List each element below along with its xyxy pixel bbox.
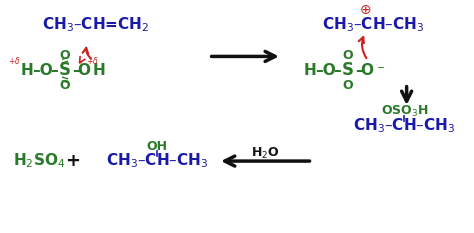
Text: –: – bbox=[72, 63, 80, 78]
Text: –: – bbox=[333, 63, 341, 78]
Text: H$_2$O: H$_2$O bbox=[251, 146, 280, 161]
Text: CH$_3$–CH–CH$_3$: CH$_3$–CH–CH$_3$ bbox=[322, 15, 425, 34]
Text: $^{+\delta}$: $^{+\delta}$ bbox=[86, 57, 99, 67]
Text: –: – bbox=[50, 63, 58, 78]
Text: OH: OH bbox=[146, 140, 167, 153]
Text: O: O bbox=[342, 79, 353, 92]
Text: CH$_3$–CH–CH$_3$: CH$_3$–CH–CH$_3$ bbox=[106, 152, 208, 170]
Text: O: O bbox=[342, 48, 353, 62]
Text: CH$_3$–CH=CH$_2$: CH$_3$–CH=CH$_2$ bbox=[42, 15, 149, 34]
Text: O: O bbox=[360, 63, 373, 78]
Text: H: H bbox=[93, 63, 106, 78]
Text: –O: –O bbox=[33, 63, 53, 78]
Text: O: O bbox=[77, 63, 91, 78]
Text: $^{+\delta}$: $^{+\delta}$ bbox=[8, 57, 21, 67]
Text: –: – bbox=[355, 63, 363, 78]
Text: S: S bbox=[342, 61, 354, 79]
Text: H: H bbox=[304, 63, 317, 78]
Text: S: S bbox=[59, 61, 71, 79]
Text: +: + bbox=[65, 152, 81, 170]
Text: H: H bbox=[21, 63, 34, 78]
Text: O: O bbox=[60, 79, 70, 92]
Text: O: O bbox=[60, 48, 70, 62]
Text: –O: –O bbox=[315, 63, 336, 78]
Text: $\oplus$: $\oplus$ bbox=[359, 3, 371, 17]
Text: $^{-}$: $^{-}$ bbox=[376, 65, 385, 79]
Text: CH$_3$–CH–CH$_3$: CH$_3$–CH–CH$_3$ bbox=[353, 117, 456, 135]
Text: H$_2$SO$_4$: H$_2$SO$_4$ bbox=[13, 152, 65, 170]
Text: OSO$_3$H: OSO$_3$H bbox=[381, 104, 428, 119]
